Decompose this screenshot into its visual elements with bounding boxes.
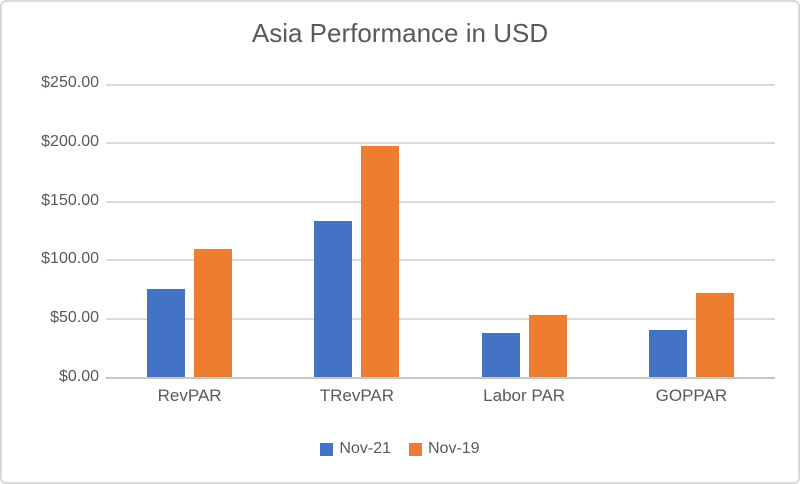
bar-nov-19-labor-par	[528, 315, 567, 377]
legend: Nov-21 Nov-19	[2, 436, 798, 462]
y-tick-label: $200.00	[41, 132, 99, 150]
y-axis: $0.00 $50.00 $100.00 $150.00 $200.00 $250.00	[2, 74, 99, 385]
legend-swatch-nov-19	[409, 442, 422, 456]
chart-title: Asia Performance in USD	[251, 18, 549, 48]
x-tick-label-revpar: RevPAR	[157, 386, 222, 405]
y-tick-label: $50.00	[50, 309, 99, 327]
x-tick-label-labor-par: Labor PAR	[483, 386, 566, 405]
gridline	[106, 84, 775, 86]
bar-nov-21-revpar	[147, 289, 186, 377]
gridline	[106, 259, 775, 262]
x-tick-label-goppar: GOPPAR	[655, 386, 728, 405]
bar-group-revpar	[106, 85, 273, 377]
y-tick-label: $250.00	[41, 74, 99, 91]
bar-nov-19-revpar	[194, 248, 233, 377]
gridline	[106, 200, 775, 203]
legend-label-nov-19: Nov-19	[428, 440, 480, 457]
y-tick-label: $0.00	[58, 368, 99, 385]
bar-group-labor-par	[441, 85, 608, 377]
x-axis: RevPAR TRevPAR Labor PAR GOPPAR	[106, 386, 775, 410]
bar-nov-19-goppar	[695, 292, 734, 377]
bar-nov-21-trevpar	[314, 220, 353, 377]
bar-nov-21-goppar	[648, 330, 687, 377]
x-tick-label-trevpar: TRevPAR	[319, 386, 395, 405]
bar-nov-19-trevpar	[361, 145, 400, 377]
gridline	[106, 142, 775, 145]
bar-group-goppar	[608, 85, 775, 377]
legend-label-nov-21: Nov-21	[339, 440, 391, 457]
y-tick-label: $150.00	[41, 191, 99, 209]
legend-swatch-nov-21	[320, 442, 334, 456]
gridline	[106, 317, 775, 320]
plot-area	[106, 84, 775, 379]
y-tick-label: $100.00	[41, 250, 99, 268]
legend-item-nov-19: Nov-19	[409, 440, 480, 458]
bar-nov-21-labor-par	[481, 332, 520, 377]
legend-item-nov-21: Nov-21	[320, 440, 391, 458]
bar-group-trevpar	[273, 85, 440, 377]
